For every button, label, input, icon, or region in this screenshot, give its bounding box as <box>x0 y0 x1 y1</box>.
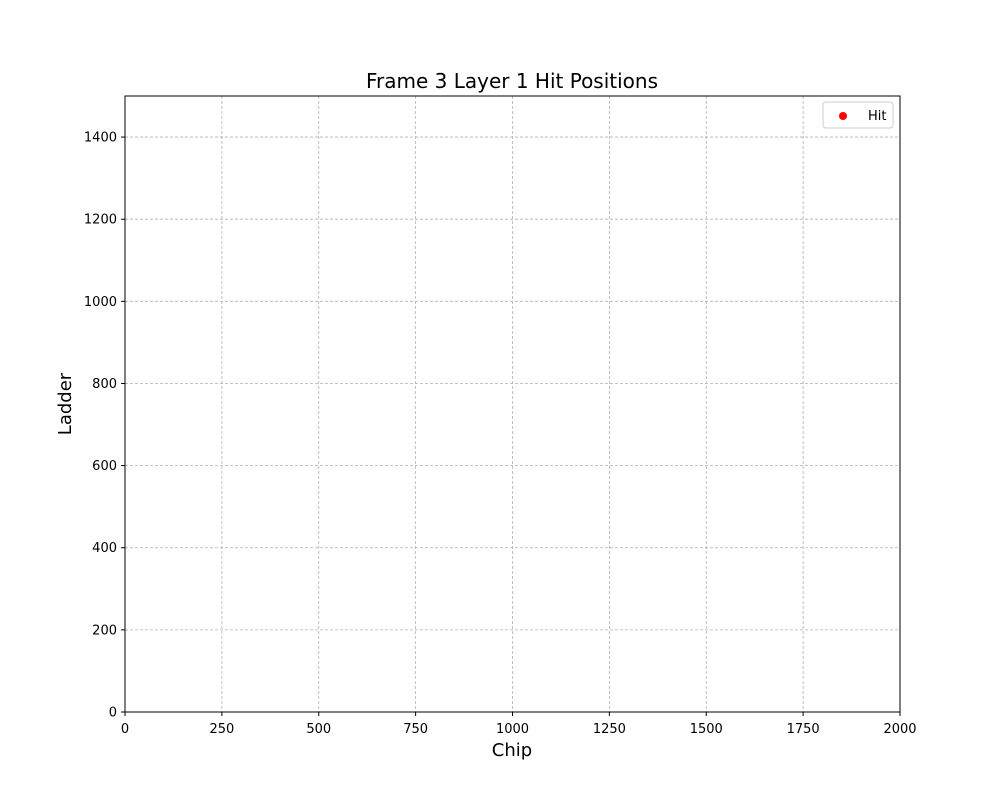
y-tick-label: 1400 <box>84 131 117 146</box>
legend-marker-hit <box>839 112 847 120</box>
y-tick-label: 800 <box>92 377 117 392</box>
y-tick-label: 1000 <box>84 295 117 310</box>
legend: Hit <box>822 101 894 129</box>
y-axis-label: Ladder <box>55 372 76 435</box>
x-tick-label: 1000 <box>496 722 529 737</box>
x-tick-label: 500 <box>306 722 331 737</box>
y-tick-label: 200 <box>92 623 117 638</box>
x-tick-label: 2000 <box>883 722 916 737</box>
legend-label-hit: Hit <box>868 109 886 124</box>
x-axis-ticks: 0 250 500 750 1000 1250 1500 1750 2000 <box>121 712 917 737</box>
x-tick-label: 1250 <box>593 722 626 737</box>
chart-title: Frame 3 Layer 1 Hit Positions <box>366 69 658 93</box>
y-tick-label: 600 <box>92 459 117 474</box>
y-tick-label: 0 <box>109 706 117 721</box>
y-tick-label: 1200 <box>84 213 117 228</box>
y-axis-ticks: 0 200 400 600 800 1000 1200 1400 <box>84 131 125 721</box>
x-tick-label: 250 <box>209 722 234 737</box>
grid-lines <box>125 96 900 712</box>
x-tick-label: 0 <box>121 722 129 737</box>
x-tick-label: 1500 <box>690 722 723 737</box>
x-tick-label: 1750 <box>787 722 820 737</box>
x-tick-label: 750 <box>403 722 428 737</box>
legend-box <box>822 101 894 129</box>
y-tick-label: 400 <box>92 541 117 556</box>
x-axis-label: Chip <box>492 740 532 761</box>
